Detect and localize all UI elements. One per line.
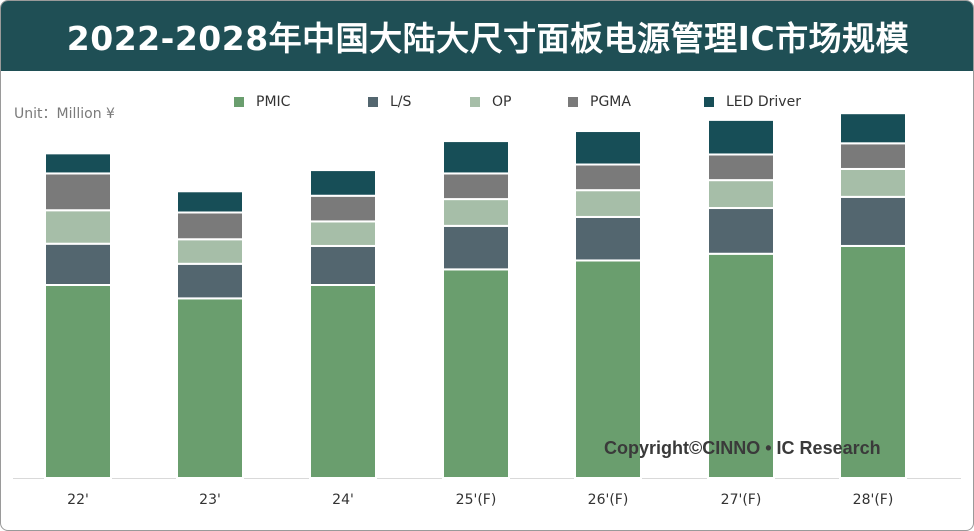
legend-label: PGMA [590, 94, 631, 110]
legend-swatch [234, 97, 244, 107]
bar-segment-l-s [839, 195, 907, 247]
bar-segment-pmic [574, 259, 642, 479]
bar-segment-pmic [442, 268, 510, 479]
bar-segment-l-s [707, 207, 775, 255]
legend-swatch [470, 97, 480, 107]
bar-segment-led-driver [176, 190, 244, 214]
bar-segment-l-s [176, 262, 244, 300]
legend: PMIC L/S OP PGMA LED Driver [1, 94, 973, 116]
bar-segment-pgma [442, 172, 510, 201]
x-tick-label: 28'(F) [853, 492, 894, 508]
bar-segment-led-driver [574, 130, 642, 166]
bar-segment-l-s [44, 242, 112, 286]
legend-swatch [368, 97, 378, 107]
bar-segment-pgma [309, 194, 377, 223]
legend-swatch [704, 97, 714, 107]
chart-title: 2022-2028年中国大陆大尺寸面板电源管理IC市场规模 [66, 19, 910, 58]
legend-item-op: OP [470, 94, 511, 110]
bar-segment-pgma [574, 163, 642, 192]
x-tick-label: 22' [67, 492, 89, 508]
bar-segment-led-driver [44, 152, 112, 175]
bar-segment-op [574, 189, 642, 218]
bar-segment-pmic [44, 283, 112, 480]
bar-segment-op [44, 209, 112, 245]
legend-swatch [568, 97, 578, 107]
x-tick-label: 24' [332, 492, 354, 508]
legend-item-led-driver: LED Driver [704, 94, 801, 110]
unit-label: Unit：Million ¥ [14, 106, 115, 122]
bar-segment-l-s [574, 215, 642, 262]
legend-label: L/S [390, 94, 412, 110]
legend-item-l-s: L/S [368, 94, 411, 110]
bar-segment-pgma [839, 142, 907, 170]
legend-item-pgma: PGMA [568, 94, 631, 110]
x-tick-label: 23' [199, 492, 221, 508]
legend-label: PMIC [256, 94, 291, 110]
bar-segment-op [442, 198, 510, 227]
x-tick-label: 26'(F) [588, 492, 629, 508]
legend-item-pmic: PMIC [234, 94, 290, 110]
bar-segment-op [176, 238, 244, 265]
bar-segment-l-s [442, 224, 510, 271]
bar-segment-led-driver [309, 169, 377, 197]
bar-segment-led-driver [442, 140, 510, 175]
title-bar: 2022-2028年中国大陆大尺寸面板电源管理IC市场规模 [1, 1, 973, 71]
bar-segment-op [707, 179, 775, 210]
bar-segment-pgma [44, 172, 112, 212]
bar-segment-led-driver [707, 118, 775, 156]
bar-segment-pmic [176, 297, 244, 479]
bar-segment-pmic [309, 283, 377, 480]
x-tick-label: 25'(F) [456, 492, 497, 508]
bar-segment-pgma [176, 211, 244, 241]
legend-label: OP [492, 94, 512, 110]
bar-segment-pmic [707, 252, 775, 479]
copyright-watermark: Copyright©CINNO • IC Research [604, 438, 881, 458]
bar-segment-op [309, 220, 377, 247]
bar-segment-led-driver [839, 112, 907, 145]
legend-label: LED Driver [726, 94, 801, 110]
bar-segment-op [839, 167, 907, 198]
bar-segment-l-s [309, 244, 377, 286]
x-tick-label: 27'(F) [721, 492, 762, 508]
bar-segment-pgma [707, 153, 775, 182]
